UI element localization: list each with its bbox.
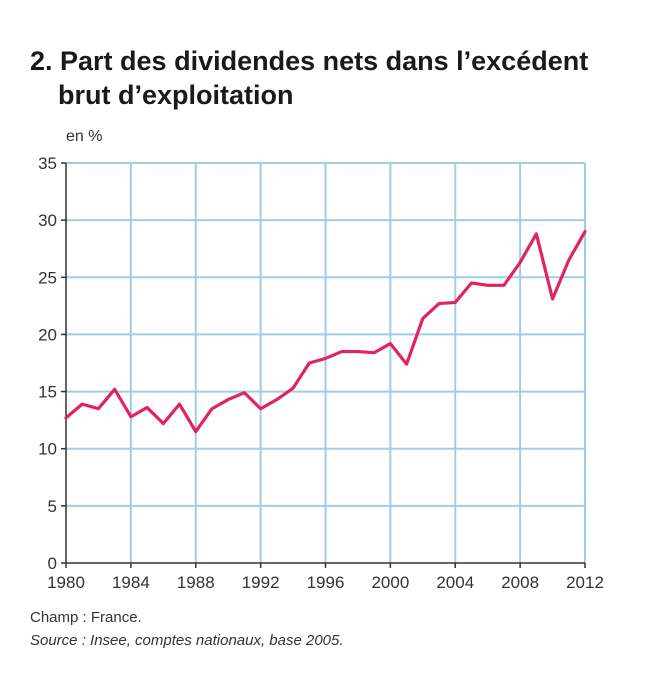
y-unit-label: en % (66, 128, 103, 145)
axes (61, 162, 586, 568)
x-tick-label: 2004 (436, 573, 474, 592)
chart-footer: Champ : France. Source : Insee, comptes … (30, 606, 344, 652)
y-tick-label: 5 (48, 497, 57, 516)
grid (66, 162, 586, 563)
x-tick-label: 1980 (47, 573, 85, 592)
y-tick-label: 20 (38, 325, 57, 344)
x-tick-label: 2008 (501, 573, 539, 592)
y-tick-label: 35 (38, 154, 57, 173)
chart-title-line-2: brut d’exploitation (58, 80, 294, 110)
y-tick-label: 0 (48, 554, 57, 573)
scope-note: Champ : France. (30, 609, 142, 626)
x-tick-label: 1988 (177, 573, 215, 592)
y-tick-label: 10 (38, 440, 57, 459)
source-note: Source : Insee, comptes nationaux, base … (30, 632, 344, 649)
chart-title-line-1: 2. Part des dividendes nets dans l’excéd… (30, 46, 589, 76)
y-tick-label: 25 (38, 268, 57, 287)
chart-title: 2. Part des dividendes nets dans l’excéd… (30, 44, 640, 112)
x-tick-label: 1996 (307, 573, 345, 592)
y-tick-label: 15 (38, 383, 57, 402)
tick-labels: 0 5 10 15 20 25 30 35 1980 1984 1988 1992 1996 2000 20… (38, 154, 604, 592)
x-tick-label: 2012 (566, 573, 604, 592)
x-tick-label: 1992 (242, 573, 280, 592)
x-tick-label: 1984 (112, 573, 150, 592)
series (64, 229, 587, 434)
line-chart: 0 5 10 15 20 25 30 35 1980 1984 1988 1992 1996 2000 20… (38, 154, 604, 592)
x-tick-label: 2000 (371, 573, 409, 592)
y-tick-label: 30 (38, 211, 57, 230)
